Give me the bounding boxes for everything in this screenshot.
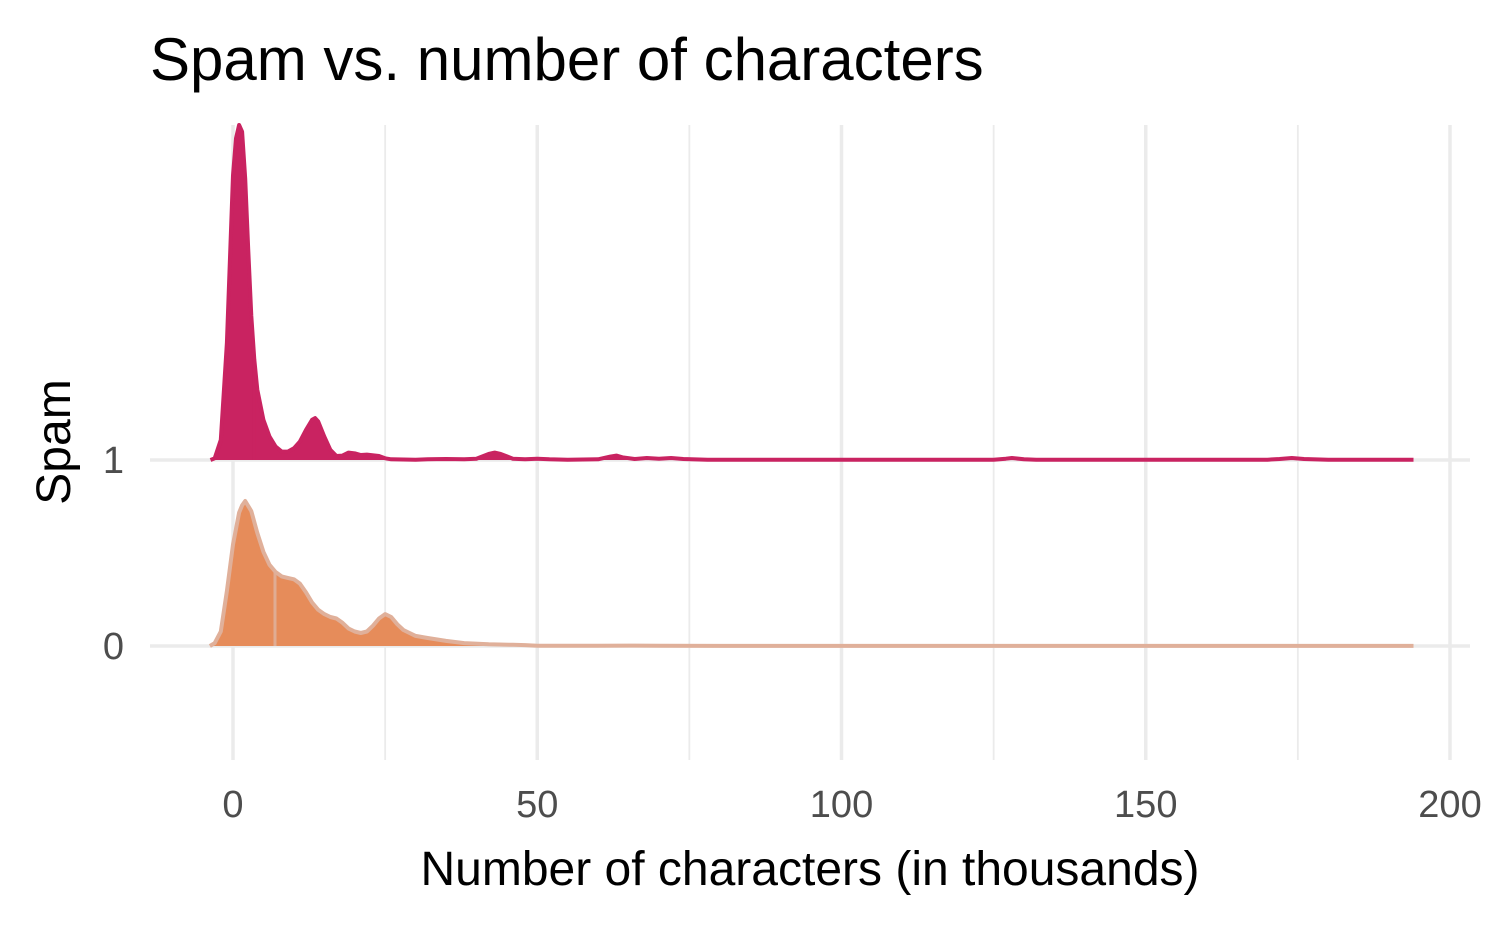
grid	[150, 125, 1470, 760]
ridge-area-1	[210, 125, 1414, 460]
ridge-line-0	[208, 499, 1414, 648]
y-tick-label-0: 0	[103, 626, 124, 668]
x-tick-label-2: 100	[810, 784, 873, 826]
y-tick-labels: 01	[103, 440, 124, 668]
x-tick-label-3: 150	[1114, 784, 1177, 826]
x-tick-labels: 0 50 100 150 200	[222, 784, 1481, 826]
y-axis-label: Spam	[28, 379, 81, 504]
x-axis-label: Number of characters (in thousands)	[420, 843, 1199, 896]
y-tick-label-1: 1	[103, 440, 124, 482]
x-tick-label-4: 200	[1418, 784, 1481, 826]
x-tick-label-0: 0	[222, 784, 243, 826]
ridges	[208, 123, 1414, 648]
x-tick-label-1: 50	[516, 784, 558, 826]
chart-title: Spam vs. number of characters	[150, 26, 984, 93]
ridge-line-1	[209, 123, 1414, 462]
ridge-area-0	[209, 501, 1414, 646]
